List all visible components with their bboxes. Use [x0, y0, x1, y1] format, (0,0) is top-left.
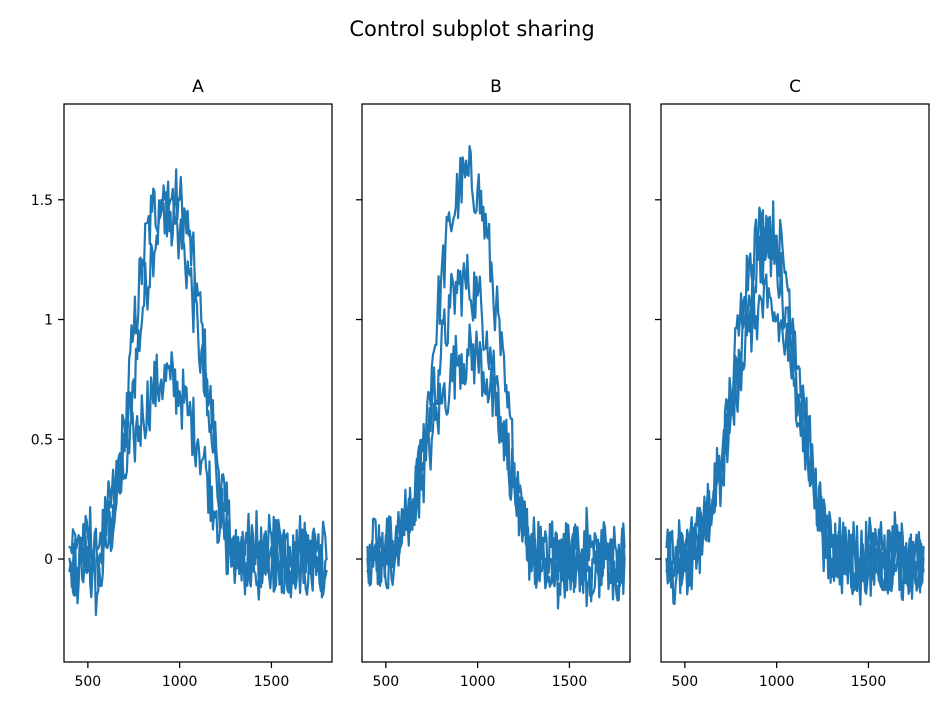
subplot-a-ytick-label: 1	[44, 313, 53, 329]
subplot-a-series-3-line	[68, 351, 328, 598]
subplot-b-plot-area	[365, 145, 626, 610]
subplot-c-series-3-line	[665, 217, 925, 597]
subplot-c-xtick-label: 500	[671, 674, 698, 690]
subplot-b-frame	[361, 103, 631, 663]
subplot-c-xtick-label: 1000	[759, 674, 795, 690]
subplot-a-series-1-line	[68, 168, 329, 617]
subplot-b-title: B	[490, 77, 502, 97]
subplot-c-frame	[660, 103, 930, 663]
subplot-c: C 500 1000 1500	[655, 77, 930, 690]
subplot-a-ytick-label: 1.5	[31, 193, 53, 209]
subplot-c-plot-area	[665, 200, 925, 606]
subplot-a-plot-area	[67, 168, 329, 617]
subplot-a-xtick-label: 1000	[162, 674, 198, 690]
subplot-b-xtick-label: 1000	[460, 674, 496, 690]
subplot-b-xtick-label: 500	[372, 674, 399, 690]
subplot-a-series-2-line	[67, 180, 328, 599]
subplot-c-series-1-line	[665, 200, 925, 606]
subplot-a-title: A	[192, 77, 204, 97]
subplot-b-series-1-line	[366, 145, 626, 610]
subplot-c-xtick-label: 1500	[851, 674, 887, 690]
subplot-b: B 500 1000 1500	[356, 77, 631, 690]
subplot-a-ytick-label: 0	[44, 552, 53, 568]
subplot-a-frame	[63, 103, 333, 663]
subplot-c-title: C	[789, 77, 801, 97]
subplot-a-xtick-label: 500	[74, 674, 101, 690]
figure-title: Control subplot sharing	[349, 17, 594, 41]
subplot-a-xtick-label: 1500	[254, 674, 290, 690]
subplot-a: A 500 1000 1500 0 0.5 1 1.5	[31, 77, 333, 690]
subplot-a-ytick-label: 0.5	[31, 432, 53, 448]
subplot-b-series-3-line	[365, 323, 626, 602]
subplot-b-xtick-label: 1500	[552, 674, 588, 690]
